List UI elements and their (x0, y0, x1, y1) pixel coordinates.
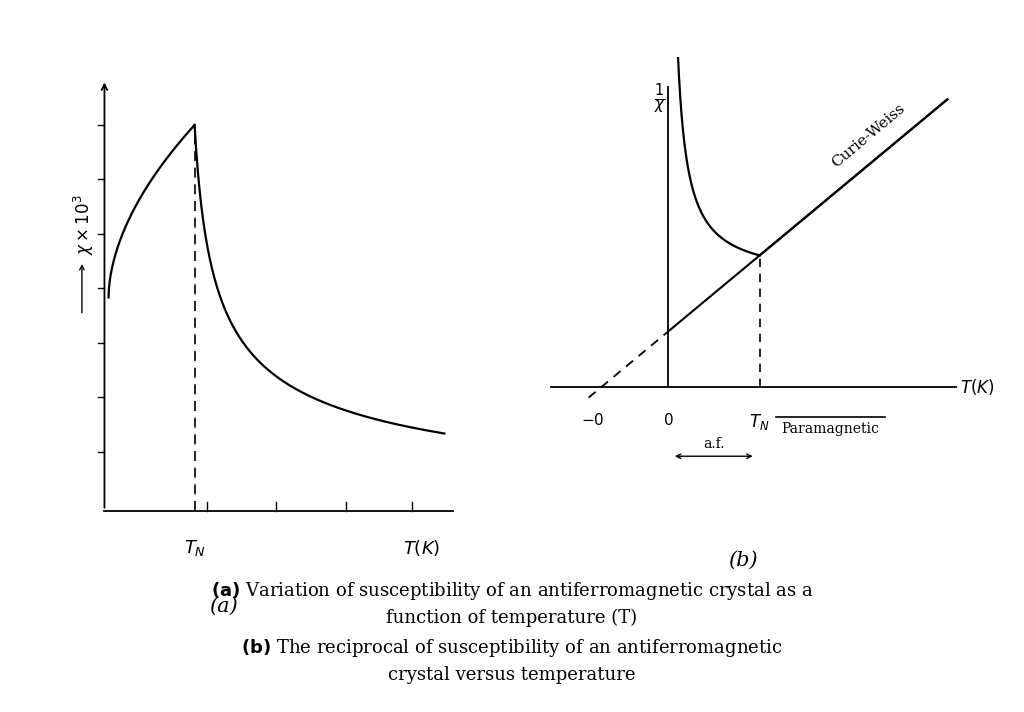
Text: crystal versus temperature: crystal versus temperature (388, 666, 636, 684)
Text: $T(K)$: $T(K)$ (959, 377, 994, 397)
Text: Curie-Weiss: Curie-Weiss (828, 101, 907, 170)
Text: Paramagnetic: Paramagnetic (781, 422, 880, 436)
Text: $\frac{1}{\chi}$: $\frac{1}{\chi}$ (653, 81, 666, 116)
Text: $T_N$: $T_N$ (750, 412, 770, 432)
Text: $\mathbf{(b)}$ The reciprocal of susceptibility of an antiferromagnetic: $\mathbf{(b)}$ The reciprocal of suscept… (242, 637, 782, 659)
Text: $-0$: $-0$ (581, 412, 604, 428)
Text: (b): (b) (728, 550, 758, 570)
Text: function of temperature (T): function of temperature (T) (386, 609, 638, 627)
Text: $0$: $0$ (663, 412, 673, 428)
Text: $\mathbf{(a)}$ Variation of susceptibility of an antiferromagnetic crystal as a: $\mathbf{(a)}$ Variation of susceptibili… (211, 580, 813, 602)
Text: (a): (a) (209, 597, 238, 616)
Text: $\chi \times 10^3$: $\chi \times 10^3$ (72, 194, 96, 255)
Text: $T_N$: $T_N$ (183, 538, 206, 557)
Text: a.f.: a.f. (703, 437, 725, 451)
Text: $T(K)$: $T(K)$ (403, 538, 440, 557)
